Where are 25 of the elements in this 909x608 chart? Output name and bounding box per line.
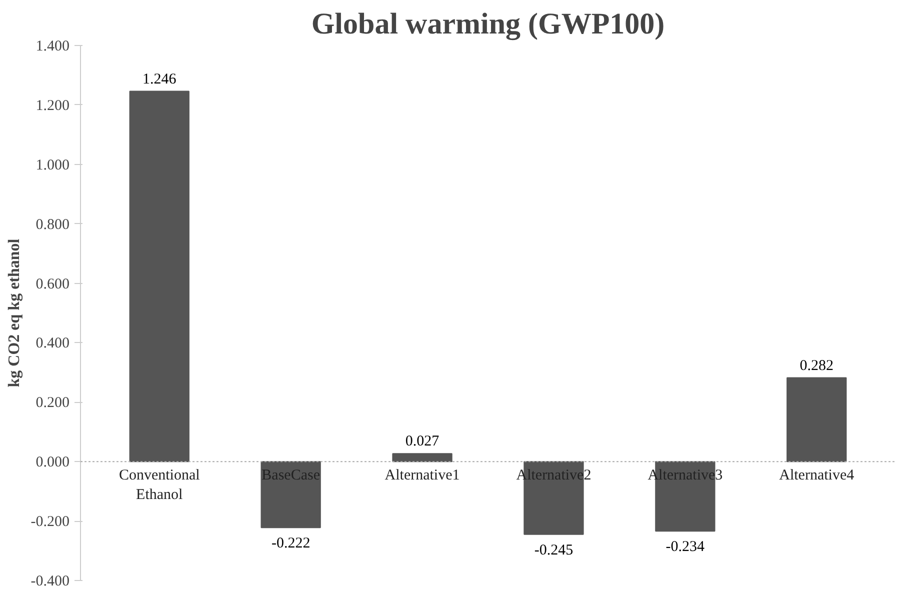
bar xyxy=(129,90,190,462)
y-tick-label: 0.200 xyxy=(36,395,70,412)
chart-title: Global warming (GWP100) xyxy=(311,8,665,40)
y-tick-label: 1.000 xyxy=(36,157,70,174)
x-tick-label: Alternative1 xyxy=(384,468,460,484)
bar xyxy=(260,461,321,528)
y-tick-label: -0.400 xyxy=(30,574,70,590)
data-label: -0.222 xyxy=(271,536,310,552)
bar xyxy=(392,453,452,462)
y-tick-label: 0.000 xyxy=(36,454,70,471)
bar xyxy=(786,377,847,462)
x-tick-label: Alternative4 xyxy=(779,468,855,484)
y-tick-label: -0.200 xyxy=(30,514,70,530)
x-tick-label: Conventional Ethanol xyxy=(118,468,200,503)
y-tick-label: 0.600 xyxy=(36,276,70,292)
data-label: -0.245 xyxy=(534,542,574,558)
data-label: 0.282 xyxy=(800,358,834,374)
y-tick-label: 1.200 xyxy=(36,98,70,114)
y-axis-title: kg CO2 eq kg ethanol xyxy=(6,238,23,388)
y-tick-label: 1.400 xyxy=(36,38,70,54)
y-tick-label: 0.800 xyxy=(36,216,70,233)
y-tick-label: 0.400 xyxy=(36,336,70,352)
data-label: 1.246 xyxy=(142,71,177,88)
data-label: -0.234 xyxy=(666,539,706,556)
data-label: 0.027 xyxy=(405,434,440,450)
